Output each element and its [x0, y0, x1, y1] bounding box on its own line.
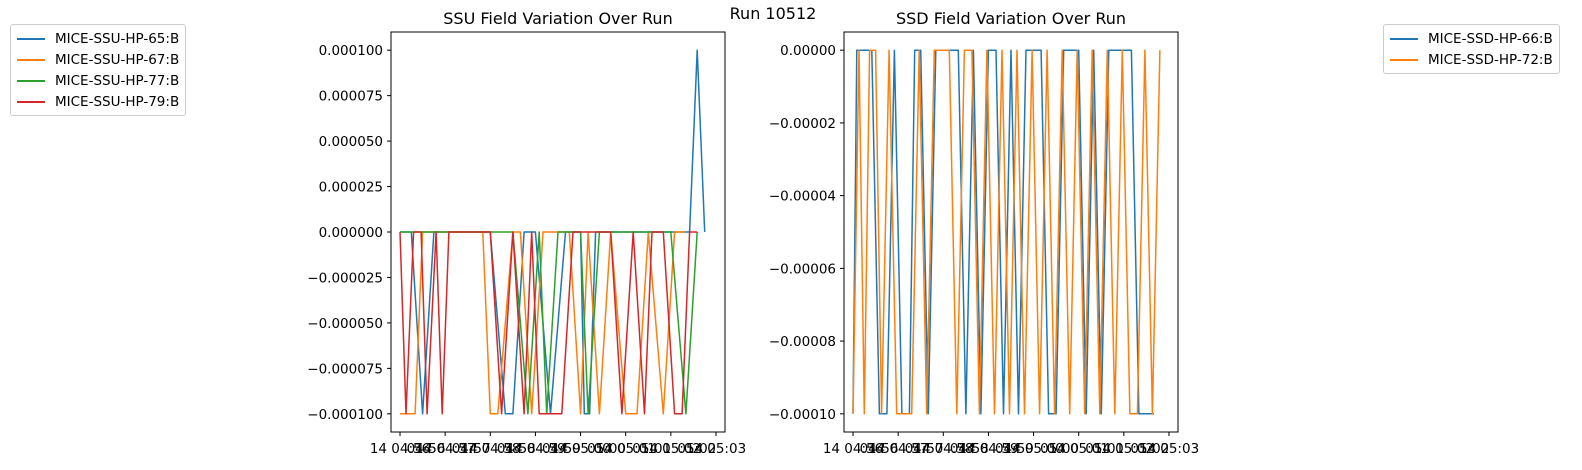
- x-tick-label-overlap: 04:56: [407, 441, 446, 457]
- legend-label: MICE-SSU-HP-77:B: [55, 72, 180, 89]
- series-line-MICE-SSD-HP-66:B: [852, 49, 1154, 415]
- y-tick-label: −0.00008: [769, 334, 836, 350]
- x-tick-label-overlap: 05:01: [632, 441, 671, 457]
- x-tick-label: 14 05:03: [686, 441, 746, 457]
- y-tick-label: 0.000075: [319, 89, 383, 105]
- series-line-MICE-SSU-HP-77:B: [400, 231, 698, 415]
- x-tick-label-overlap: 05:02: [677, 441, 716, 457]
- y-tick-label: −0.000050: [307, 316, 383, 332]
- x-tick-label-overlap: 04:58: [950, 441, 989, 457]
- series-line-MICE-SSD-HP-72:B: [852, 49, 1161, 415]
- y-tick-label: 0.000100: [319, 43, 383, 59]
- chart-title: SSD Field Variation Over Run: [896, 9, 1126, 28]
- x-tick-label-overlap: 04:59: [995, 441, 1034, 457]
- x-tick-label: 14 05:01: [1049, 441, 1109, 457]
- legend-swatch: [17, 37, 45, 40]
- x-tick-label: 14 04:59: [958, 441, 1018, 457]
- ssu-chart: SSU Field Variation Over Run 0.000100 0.00…: [307, 9, 746, 457]
- x-tick-label: 14 04:56: [823, 441, 883, 457]
- x-tick-label: 14 04:56: [370, 441, 430, 457]
- x-tick-label: 14 04:58: [460, 441, 520, 457]
- y-tick-label: 0.000050: [319, 134, 383, 150]
- legend-swatch: [17, 100, 45, 103]
- x-tick-label: 14 05:01: [596, 441, 656, 457]
- legend-entry: MICE-SSU-HP-79:B: [17, 91, 179, 112]
- legend-entry: MICE-SSD-HP-72:B: [1390, 49, 1553, 70]
- plot-frame: [843, 31, 1179, 433]
- y-tick-label: 0.000025: [319, 180, 383, 196]
- x-tick-label-overlap: 04:59: [542, 441, 581, 457]
- x-tick-label-overlap: 04:56: [860, 441, 899, 457]
- ssd-legend: MICE-SSD-HP-66:B MICE-SSD-HP-72:B: [1383, 24, 1560, 74]
- x-tick-label: 14 05:00: [1003, 441, 1063, 457]
- y-tick-label: −0.000075: [307, 361, 383, 377]
- x-tick-label-overlap: 04:57: [905, 441, 944, 457]
- y-tick-label: −0.00002: [769, 116, 836, 132]
- legend-swatch: [1390, 37, 1418, 40]
- x-tick-label-overlap: 05:01: [1085, 441, 1124, 457]
- legend-entry: MICE-SSD-HP-66:B: [1390, 28, 1553, 49]
- y-tick-label: −0.000100: [307, 407, 383, 423]
- x-tick-label-overlap: 05:02: [1130, 441, 1169, 457]
- y-tick-label: −0.000025: [307, 270, 383, 286]
- legend-swatch: [17, 79, 45, 82]
- legend-label: MICE-SSD-HP-66:B: [1428, 30, 1553, 47]
- x-tick-label: 14 04:59: [505, 441, 565, 457]
- x-tick-label: 14 04:57: [415, 441, 475, 457]
- series-line-MICE-SSU-HP-79:B: [399, 231, 698, 415]
- x-tick-label: 14 05:00: [550, 441, 610, 457]
- legend-swatch: [17, 58, 45, 61]
- figure-suptitle: Run 10512: [730, 4, 817, 23]
- y-tick-label: 0.000000: [319, 225, 383, 241]
- legend-label: MICE-SSD-HP-72:B: [1428, 51, 1553, 68]
- legend-entry: MICE-SSU-HP-65:B: [17, 28, 179, 49]
- legend-label: MICE-SSU-HP-65:B: [55, 30, 180, 47]
- x-tick-label-overlap: 04:57: [452, 441, 491, 457]
- x-tick-label: 14 05:02: [1094, 441, 1154, 457]
- x-tick-label-overlap: 05:00: [1040, 441, 1079, 457]
- legend-entry: MICE-SSU-HP-67:B: [17, 49, 179, 70]
- ssu-legend: MICE-SSU-HP-65:B MICE-SSU-HP-67:B MICE-SSU…: [10, 24, 187, 116]
- x-tick-label: 14 05:02: [641, 441, 701, 457]
- y-tick-label: −0.00010: [769, 407, 836, 423]
- x-tick-label: 14 04:57: [868, 441, 928, 457]
- ssd-chart: SSD Field Variation Over Run 0.00000 −0.00…: [769, 9, 1199, 457]
- legend-swatch: [1390, 58, 1418, 61]
- x-tick-label-overlap: 04:58: [497, 441, 536, 457]
- x-tick-label-overlap: 05:00: [587, 441, 626, 457]
- legend-entry: MICE-SSU-HP-77:B: [17, 70, 179, 91]
- x-tick-label: 14 04:58: [913, 441, 973, 457]
- legend-label: MICE-SSU-HP-79:B: [55, 93, 180, 110]
- chart-title: SSU Field Variation Over Run: [443, 9, 672, 28]
- y-tick-label: −0.00006: [769, 261, 836, 277]
- y-tick-label: −0.00004: [769, 189, 836, 205]
- legend-label: MICE-SSU-HP-67:B: [55, 51, 180, 68]
- x-tick-label: 14 05:03: [1139, 441, 1199, 457]
- y-tick-label: 0.00000: [780, 43, 836, 59]
